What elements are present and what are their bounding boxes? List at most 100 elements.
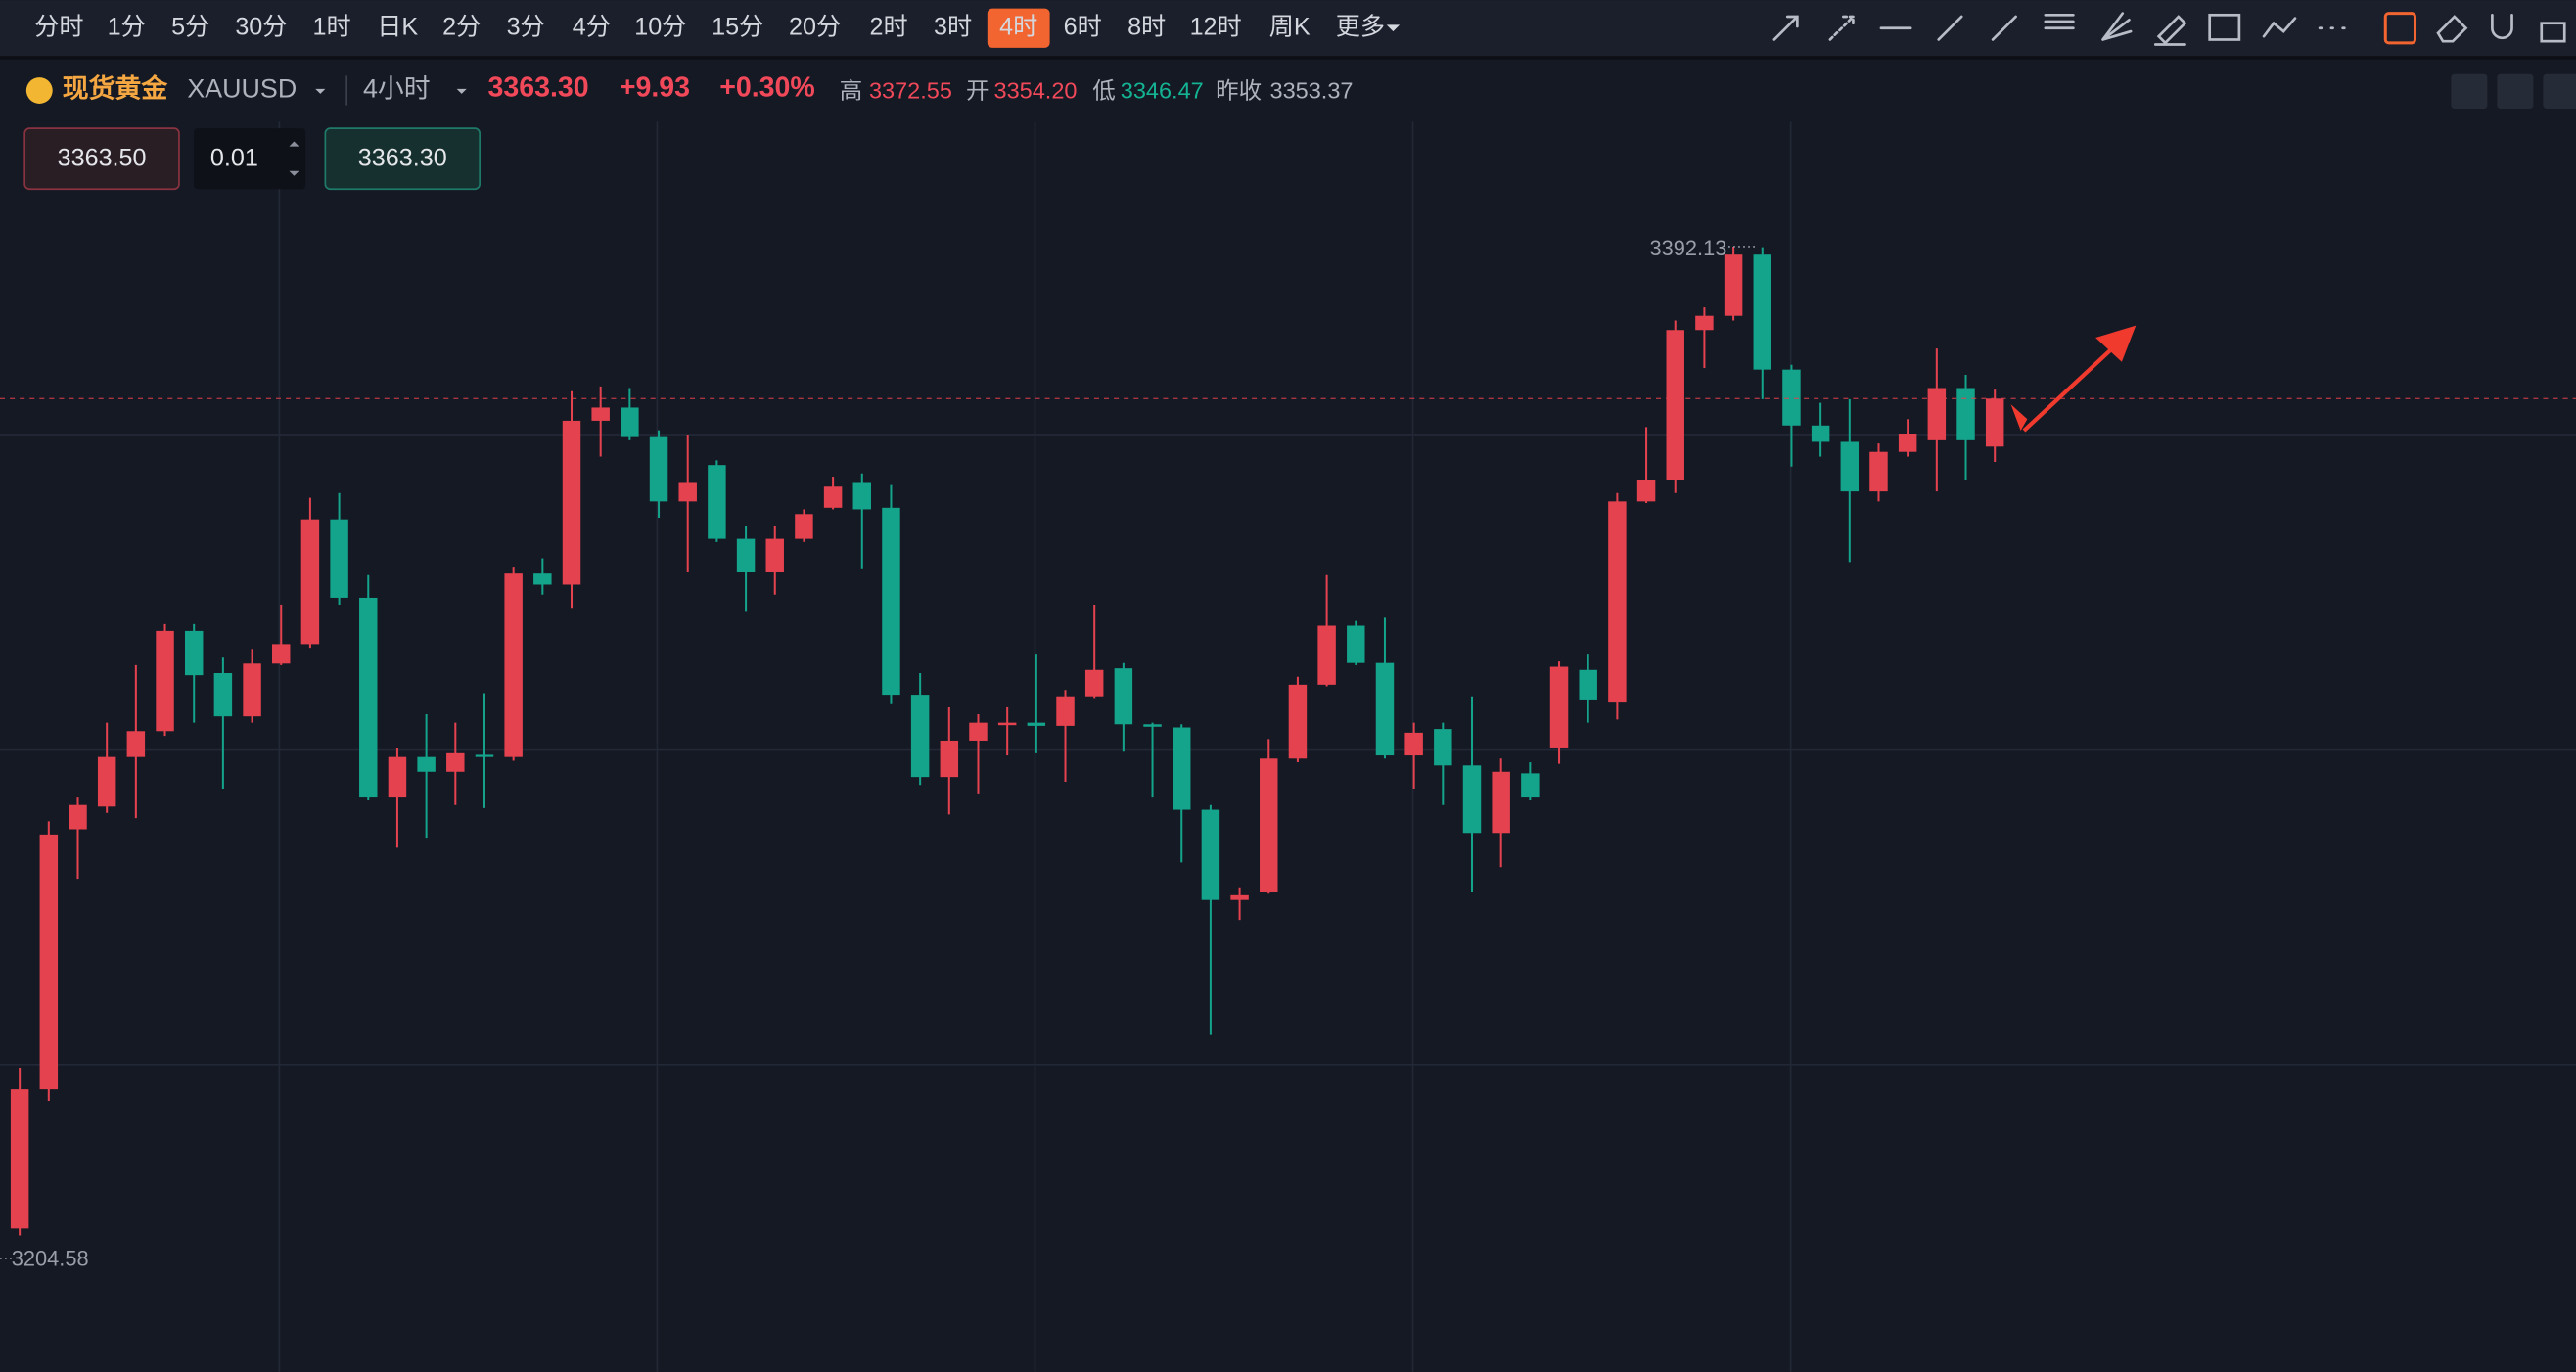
candle-body: [1956, 388, 1975, 440]
label: 昨收: [1216, 77, 1262, 103]
candle-body: [1898, 434, 1917, 452]
candle-body: [126, 731, 146, 757]
tool-icon[interactable]: [1828, 15, 1855, 41]
value: 3372.55: [869, 77, 952, 103]
candle-body: [1404, 732, 1423, 756]
caret: [456, 88, 467, 94]
candle-body: [910, 695, 930, 778]
gold-icon: [25, 77, 53, 104]
change-pct: +0.30%: [719, 71, 815, 103]
tool-icon[interactable]: [1937, 15, 1963, 41]
icon-button[interactable]: [2497, 73, 2534, 109]
candle-body: [1462, 765, 1482, 834]
tool-icon[interactable]: [2208, 13, 2241, 41]
candle-body: [184, 630, 204, 676]
period[interactable]: 4小时: [363, 74, 431, 104]
interval[interactable]: 6时: [1064, 13, 1102, 40]
candle-body: [272, 644, 291, 664]
symbol-name: 现货黄金: [63, 73, 168, 104]
candle-body: [765, 538, 784, 572]
toolbar: [0, 0, 2576, 57]
candle-body: [1840, 441, 1860, 492]
candle-body: [852, 482, 872, 510]
candle-body: [1172, 727, 1191, 810]
max-label: 3392.13: [1650, 236, 1727, 260]
symbol-code[interactable]: XAUUSD: [187, 74, 297, 104]
caret: [315, 88, 326, 94]
interval[interactable]: 30分: [235, 13, 287, 40]
candle-body: [475, 754, 494, 757]
tool-icon[interactable]: [2436, 15, 2468, 43]
tool-icon[interactable]: [2540, 22, 2566, 43]
candle-body: [1230, 894, 1249, 900]
interval[interactable]: 4时: [999, 13, 1037, 40]
interval[interactable]: 10分: [634, 13, 686, 40]
interval[interactable]: 2分: [442, 13, 481, 40]
candle-body: [1027, 722, 1046, 726]
interval[interactable]: 2时: [870, 13, 908, 40]
tool-icon[interactable]: [1772, 15, 1799, 41]
interval[interactable]: 3时: [934, 13, 972, 40]
interval[interactable]: 20分: [789, 13, 841, 40]
interval[interactable]: 1时: [312, 13, 350, 40]
candle-body: [1811, 425, 1830, 442]
candle-body: [1288, 684, 1308, 759]
annotation-arrow: [2022, 325, 2137, 433]
annotation-arrow: [2010, 404, 2028, 431]
value: 3353.37: [1270, 77, 1354, 103]
tool-icon[interactable]: [2101, 12, 2133, 41]
candle-body: [1143, 724, 1162, 727]
price: 3363.30: [488, 71, 589, 103]
tool-icon[interactable]: [1991, 15, 2017, 41]
sell-price[interactable]: 3363.50: [58, 145, 147, 172]
candle-body: [533, 573, 552, 585]
interval[interactable]: 15分: [712, 13, 763, 40]
candle-body: [388, 756, 407, 798]
tool-icon[interactable]: [2491, 13, 2513, 40]
interval[interactable]: 1分: [108, 13, 146, 40]
tool-icon[interactable]: [2383, 12, 2417, 45]
label: 开: [966, 77, 989, 103]
candle-body: [330, 519, 348, 598]
caret: [1386, 24, 1401, 32]
buy-price[interactable]: 3363.30: [358, 145, 447, 172]
candle-body: [969, 722, 988, 741]
icon-button[interactable]: [2543, 73, 2576, 109]
candle-body: [823, 486, 843, 508]
interval[interactable]: 5分: [171, 13, 209, 40]
interval[interactable]: 分时: [34, 13, 83, 40]
sell-button[interactable]: [23, 127, 180, 191]
interval[interactable]: 12时: [1190, 13, 1242, 40]
candle-body: [1608, 501, 1627, 703]
candle-body: [1636, 480, 1656, 502]
active-interval: [987, 8, 1050, 48]
tool-icon[interactable]: [2262, 17, 2297, 38]
interval[interactable]: 周K: [1269, 13, 1311, 40]
candle-body: [243, 663, 261, 717]
icon-button[interactable]: [2451, 73, 2488, 109]
interval[interactable]: 4分: [573, 13, 611, 40]
interval[interactable]: 8时: [1127, 13, 1166, 40]
candle-body: [1985, 398, 2004, 447]
candle-body: [1084, 669, 1104, 697]
tool-icon[interactable]: [2153, 15, 2187, 46]
candle-body: [504, 573, 523, 757]
candle-body: [1753, 254, 1772, 370]
drawing-tools[interactable]: [1772, 12, 2566, 46]
interval[interactable]: 日K: [377, 13, 418, 40]
candle-body: [300, 519, 320, 645]
tool-icon[interactable]: [2044, 13, 2075, 30]
interval[interactable]: 更多: [1336, 13, 1385, 40]
candle-body: [997, 722, 1017, 726]
candle-body: [69, 804, 87, 830]
candle-body: [359, 597, 378, 798]
candle-body: [1434, 729, 1452, 766]
candle-body: [1260, 758, 1278, 892]
qty-input[interactable]: [194, 128, 306, 190]
interval[interactable]: 3分: [507, 13, 545, 40]
qty[interactable]: 0.01: [210, 145, 258, 172]
buy-button[interactable]: [324, 127, 481, 191]
candle-body: [97, 756, 116, 807]
